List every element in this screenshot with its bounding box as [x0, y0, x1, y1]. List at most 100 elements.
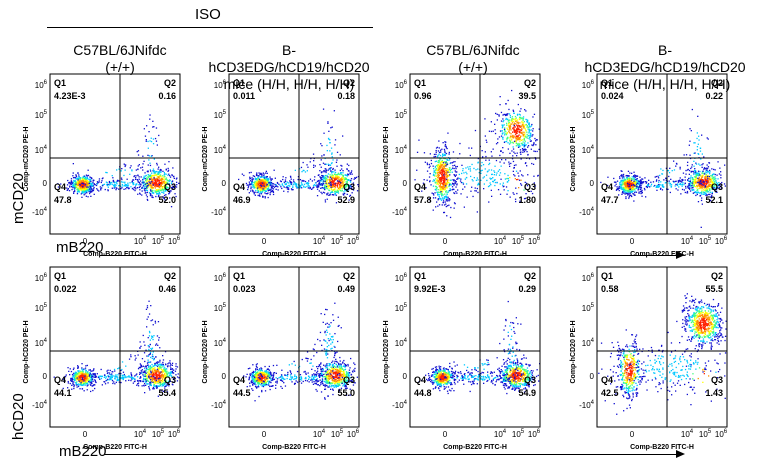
event-dot: [645, 196, 647, 198]
event-dot: [121, 183, 123, 186]
event-dot: [307, 183, 309, 185]
event-dot: [518, 175, 520, 177]
event-dot: [162, 180, 165, 183]
event-dot: [441, 171, 443, 173]
event-dot: [251, 189, 254, 191]
event-dot: [440, 171, 442, 173]
event-dot: [640, 181, 642, 184]
event-dot: [674, 180, 676, 183]
event-dot: [76, 383, 78, 386]
event-dot: [521, 122, 523, 124]
event-dot: [519, 137, 521, 139]
event-dot: [330, 185, 333, 188]
event-dot: [313, 186, 315, 188]
event-dot: [490, 189, 492, 191]
event-dot: [438, 177, 440, 179]
event-dot: [262, 190, 264, 192]
event-dot: [493, 170, 495, 172]
event-dot: [290, 183, 293, 185]
event-dot: [516, 135, 519, 137]
event-dot: [277, 186, 279, 188]
event-dot: [478, 172, 480, 174]
event-dot: [81, 363, 83, 365]
event-dot: [641, 183, 643, 185]
event-dot: [668, 180, 670, 182]
event-dot: [148, 155, 150, 157]
event-dot: [437, 205, 439, 207]
event-dot: [152, 183, 154, 185]
event-dot: [703, 156, 705, 158]
event-dot: [444, 183, 446, 186]
event-dot: [341, 190, 343, 192]
event-dot: [89, 192, 91, 195]
event-dot: [495, 159, 498, 162]
event-dot: [154, 137, 157, 140]
column-title-line1: B-hCD3EDG/hCD19/hCD20: [208, 42, 370, 75]
event-dot: [126, 184, 128, 186]
event-dot: [247, 184, 249, 186]
event-dot: [700, 179, 702, 181]
event-dot: [133, 175, 135, 178]
event-dot: [336, 151, 339, 153]
event-dot: [519, 138, 521, 140]
event-dot: [711, 186, 714, 188]
event-dot: [264, 196, 266, 198]
event-dot: [143, 182, 145, 184]
event-dot: [620, 183, 622, 185]
event-dot: [77, 182, 79, 184]
event-dot: [152, 120, 154, 122]
event-dot: [514, 131, 516, 133]
event-dot: [438, 191, 440, 193]
event-dot: [72, 172, 74, 174]
event-dot: [704, 178, 706, 180]
event-dot: [118, 180, 120, 182]
event-dot: [80, 179, 82, 182]
event-dot: [334, 184, 337, 186]
event-dot: [336, 191, 338, 193]
event-dot: [157, 193, 159, 195]
event-dot: [153, 185, 156, 188]
event-dot: [699, 187, 701, 190]
event-dot: [699, 147, 702, 149]
event-dot: [347, 173, 349, 175]
event-dot: [79, 178, 81, 180]
event-dot: [515, 132, 517, 135]
event-dot: [524, 127, 526, 129]
event-dot: [118, 168, 120, 170]
event-dot: [696, 146, 699, 148]
event-dot: [674, 185, 676, 187]
event-dot: [329, 176, 332, 178]
event-dot: [142, 180, 144, 183]
event-dot: [249, 176, 251, 178]
event-dot: [511, 150, 513, 152]
event-dot: [703, 180, 705, 182]
event-dot: [278, 183, 280, 185]
event-dot: [324, 178, 327, 180]
event-dot: [445, 147, 447, 149]
event-dot: [454, 164, 456, 166]
event-dot: [622, 191, 624, 193]
event-dot: [75, 176, 78, 178]
event-dot: [289, 185, 291, 187]
event-dot: [153, 126, 155, 128]
event-dot: [270, 185, 272, 187]
row-2-arrow: [104, 454, 678, 455]
event-dot: [167, 187, 169, 189]
event-dot: [147, 186, 149, 188]
event-dot: [155, 195, 157, 198]
event-dot: [515, 135, 517, 138]
event-dot: [658, 181, 660, 183]
event-dot: [439, 178, 441, 180]
event-dot: [331, 162, 333, 164]
event-dot: [691, 177, 693, 179]
event-dot: [503, 162, 505, 164]
event-dot: [73, 186, 75, 188]
event-dot: [536, 139, 538, 141]
event-dot: [628, 175, 630, 177]
event-dot: [74, 187, 77, 189]
event-dot: [152, 170, 154, 172]
event-dot: [270, 178, 273, 180]
event-dot: [499, 183, 501, 185]
event-dot: [512, 137, 514, 139]
event-dot: [461, 164, 463, 166]
